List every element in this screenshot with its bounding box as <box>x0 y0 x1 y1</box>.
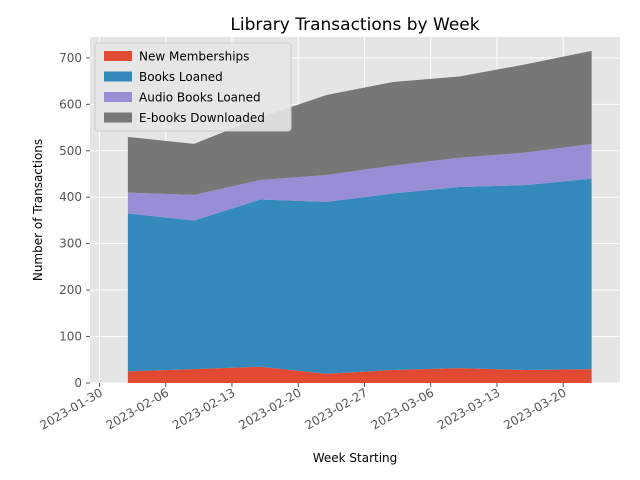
x-tick-label: 2023-02-20 <box>236 385 303 432</box>
x-tick-label: 2023-02-06 <box>104 385 171 432</box>
x-tick-label: 2023-03-13 <box>435 385 502 432</box>
y-tick-label: 600 <box>59 97 82 111</box>
y-tick-label: 500 <box>59 144 82 158</box>
x-tick-label: 2023-03-20 <box>501 385 568 432</box>
legend-swatch-books-loaned <box>104 71 132 82</box>
x-tick-label: 2023-03-06 <box>369 385 436 432</box>
y-tick-label: 0 <box>74 376 82 390</box>
y-tick-label: 100 <box>59 330 82 344</box>
y-tick-label: 700 <box>59 51 82 65</box>
area-new-memberships <box>127 366 592 383</box>
legend-label-e-books-downloaded: E-books Downloaded <box>139 111 265 125</box>
legend-label-audio-books-loaned: Audio Books Loaned <box>139 91 261 105</box>
y-axis-label: Number of Transactions <box>31 139 45 281</box>
legend-box <box>94 42 292 132</box>
chart-title: Library Transactions by Week <box>230 15 479 35</box>
x-tick-label: 2023-02-27 <box>303 385 370 432</box>
legend-label-new-memberships: New Memberships <box>139 50 249 64</box>
legend-swatch-audio-books-loaned <box>104 92 132 102</box>
stacked-areas <box>127 50 592 383</box>
legend-label-books-loaned: Books Loaned <box>139 70 223 84</box>
area-e-books-downloaded <box>127 50 592 195</box>
area-audio-books-loaned <box>127 143 592 221</box>
y-tick-label: 400 <box>59 190 82 204</box>
area-books-loaned <box>127 178 592 374</box>
x-tick-label: 2023-01-30 <box>38 385 105 432</box>
legend-swatch-new-memberships <box>104 51 132 61</box>
x-axis-ticks: 2023-01-302023-02-062023-02-132023-02-20… <box>38 383 569 432</box>
legend-swatch-e-books-downloaded <box>104 112 132 123</box>
y-axis-ticks: 0 100 200 300 400 500 600 700 <box>59 51 90 390</box>
x-tick-label: 2023-02-13 <box>170 385 237 432</box>
y-tick-label: 200 <box>59 283 82 297</box>
y-tick-label: 300 <box>59 237 82 251</box>
x-axis-label: Week Starting <box>313 451 398 465</box>
legend: New Memberships Books Loaned Audio Books L… <box>94 42 292 132</box>
